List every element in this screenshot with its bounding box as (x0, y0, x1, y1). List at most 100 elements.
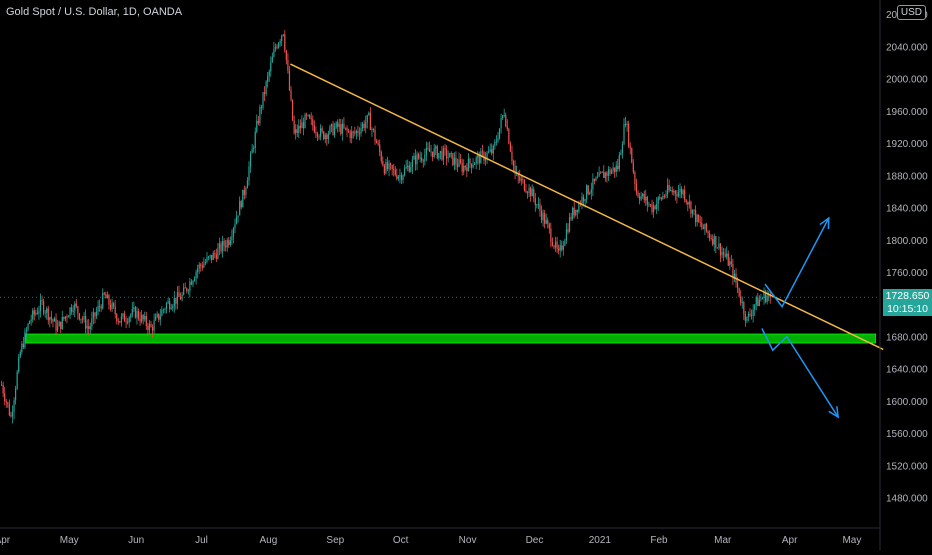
candle (565, 222, 568, 244)
candle (690, 200, 692, 219)
candle-body (296, 129, 298, 133)
candle (304, 112, 306, 129)
candle (260, 104, 263, 115)
candle-body (746, 316, 748, 321)
candle (674, 189, 676, 201)
candle-body (368, 112, 370, 115)
candle (488, 146, 490, 154)
candle (167, 297, 169, 305)
candle (262, 92, 264, 110)
candle-body (111, 303, 113, 310)
candle-body (530, 187, 532, 197)
candle-body (456, 164, 459, 167)
candle-body (335, 122, 337, 128)
candle-body (262, 92, 264, 108)
candle-body (343, 123, 345, 128)
candle-body (635, 184, 638, 193)
candle (397, 175, 399, 182)
candle-body (117, 320, 119, 322)
candle-body (256, 120, 258, 132)
candle-body (764, 291, 767, 302)
candle (385, 158, 387, 175)
candle (161, 306, 163, 317)
candle (595, 176, 597, 182)
candle (382, 156, 384, 167)
candle-body (218, 243, 221, 249)
support-zone[interactable] (25, 333, 876, 344)
candle (281, 34, 283, 46)
candle (547, 217, 549, 229)
candle (553, 244, 555, 250)
candle-body (4, 393, 6, 402)
candle-body (102, 293, 104, 309)
candle (441, 146, 443, 162)
candle-body (133, 307, 135, 309)
price-tick-label: 1840.000 (886, 204, 928, 215)
candle (108, 293, 110, 310)
candle-body (708, 233, 711, 238)
candle-body (74, 303, 76, 311)
candle-body (332, 124, 334, 135)
candle-body (67, 316, 70, 318)
candle-body (701, 222, 703, 228)
candle-body (623, 123, 625, 145)
bullish-arrow-head (819, 216, 830, 230)
candle-body (606, 172, 608, 176)
candle (698, 214, 700, 223)
price-axis[interactable]: 1480.000 1520.000 1560.000 1600.000 1640.000… (879, 0, 928, 550)
candle-body (156, 313, 158, 317)
candle-body (179, 296, 182, 300)
candle-body (265, 81, 267, 94)
candle-body (410, 167, 412, 172)
candle (111, 298, 113, 313)
candle (346, 125, 348, 138)
candle-body (610, 170, 613, 174)
time-tick-label: Oct (393, 535, 409, 546)
candle (427, 142, 429, 151)
candle (744, 310, 746, 327)
bullish-arrow[interactable] (764, 216, 830, 309)
descending-trendline[interactable] (290, 63, 884, 351)
bearish-arrow[interactable] (761, 328, 840, 419)
candle (148, 319, 151, 334)
candle-body (754, 304, 756, 310)
time-axis[interactable]: Apr May Jun Jul Aug Sep Oct Nov Dec 2021 Feb Mar Apr… (0, 527, 880, 546)
candle (377, 139, 379, 147)
candle (621, 141, 624, 159)
candle (237, 215, 239, 223)
candle-body (128, 317, 130, 323)
candle-body (5, 401, 7, 403)
candle (656, 197, 658, 215)
candle (343, 117, 345, 130)
candle-body (752, 309, 754, 316)
candle-body (344, 127, 347, 129)
candle (39, 293, 42, 318)
candle-body (651, 204, 653, 213)
candle-body (47, 308, 49, 321)
time-tick-label: 2021 (589, 535, 612, 546)
candle-body (760, 298, 762, 300)
candle (702, 224, 704, 230)
candle (61, 310, 63, 331)
candle (369, 107, 371, 131)
candle (25, 326, 28, 338)
candle (63, 316, 65, 321)
candle-body (288, 70, 291, 91)
candle (511, 145, 513, 165)
candle (215, 248, 217, 263)
candle-body (123, 313, 126, 322)
currency-button[interactable]: USD (896, 5, 926, 20)
candle (335, 121, 337, 129)
candle (590, 182, 592, 200)
candle (712, 234, 714, 247)
candle (741, 296, 743, 309)
candle-body (419, 157, 421, 159)
candle (562, 240, 564, 256)
candle (371, 126, 373, 137)
candle-body (601, 171, 603, 173)
candle (603, 165, 605, 179)
candle (642, 192, 644, 199)
candle-body (607, 169, 610, 176)
